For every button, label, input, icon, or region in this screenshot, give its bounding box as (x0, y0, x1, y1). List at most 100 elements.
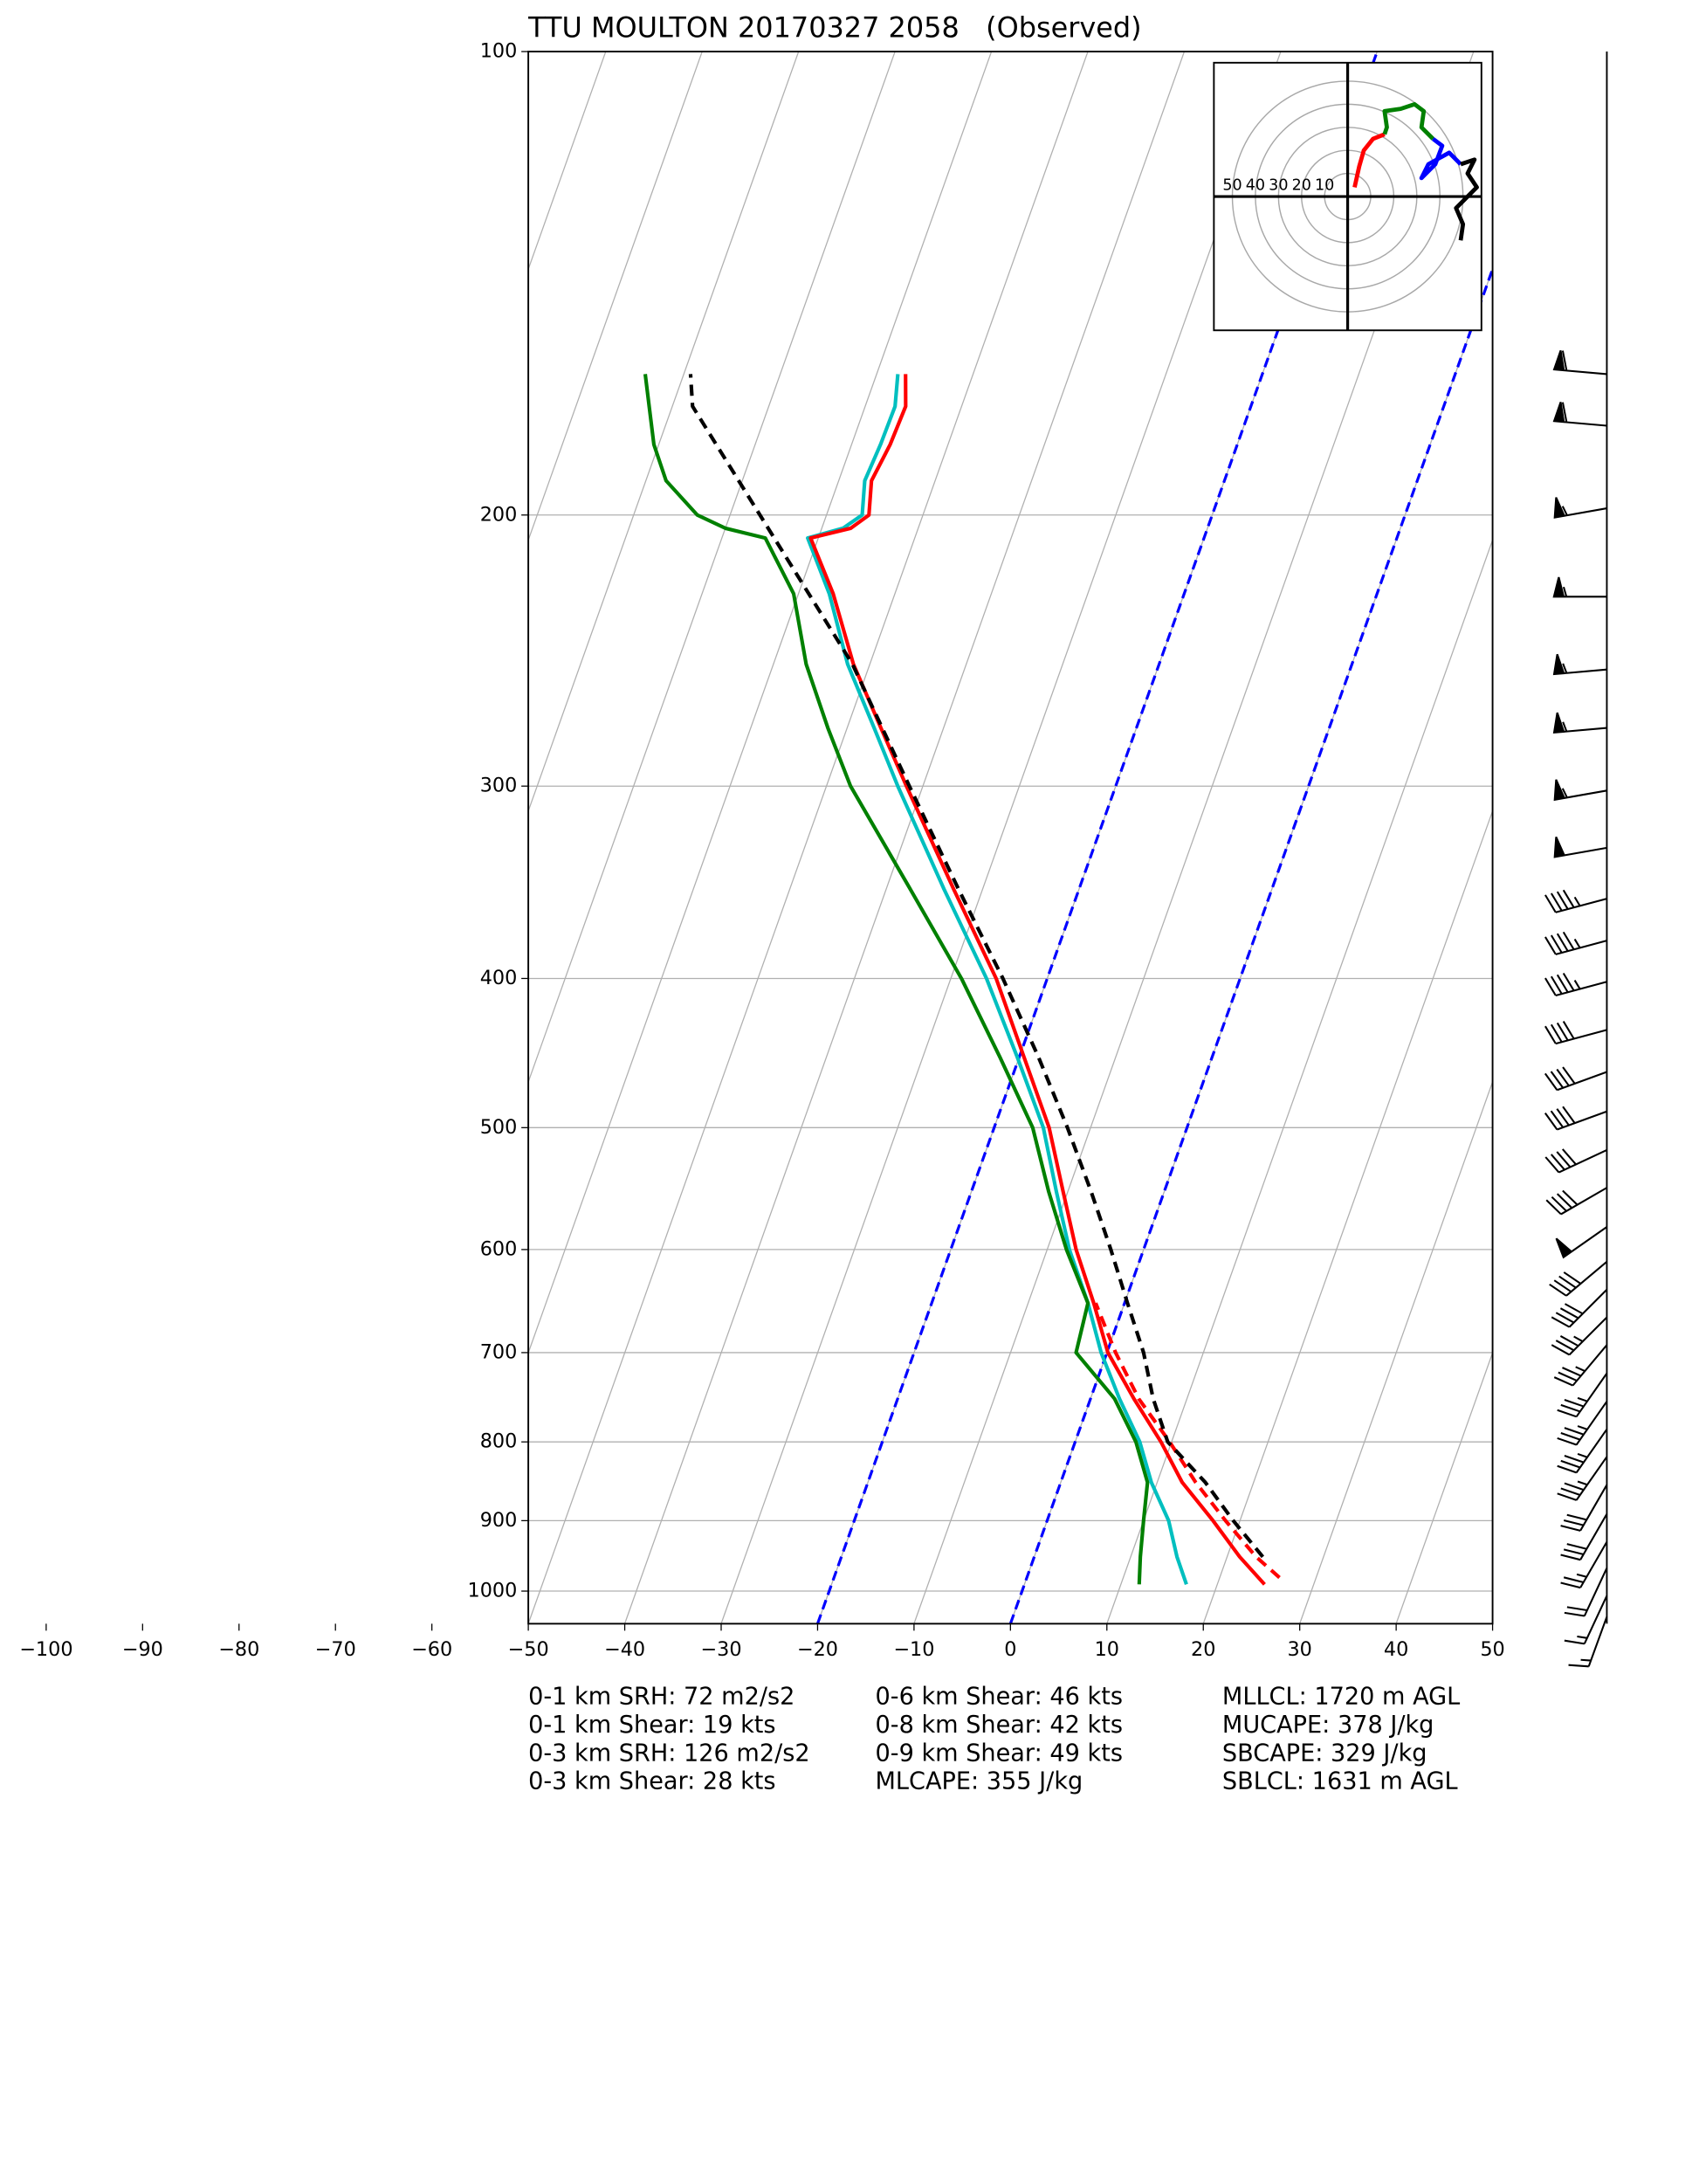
annotation: 0-9 km Shear: 49 kts (876, 1740, 1123, 1767)
wind-barb (1560, 1513, 1608, 1561)
profile-line (806, 374, 1188, 1586)
isotherm-grid-line (528, 52, 1089, 1624)
wind-barb (1551, 1289, 1608, 1328)
x-tick-label: −40 (604, 1638, 645, 1661)
x-tick-label: 0 (1004, 1638, 1016, 1661)
x-tick-label: −20 (797, 1638, 838, 1661)
hodograph-area (1214, 62, 1482, 331)
isotherm-grid-line (1299, 1080, 1493, 1624)
isotherm-grid-line (623, 52, 1186, 1624)
annotation: 0-1 km SRH: 72 m2/s2 (528, 1683, 794, 1710)
hodograph-line (1454, 157, 1479, 241)
hodograph-ring-label: 20 (1292, 176, 1311, 194)
y-tick-label: 800 (480, 1430, 518, 1453)
y-tick-label: 100 (480, 40, 518, 63)
wind-barb (1544, 1106, 1607, 1131)
wind-barb (1549, 1261, 1608, 1297)
isotherm-grid-line (1202, 809, 1493, 1624)
wind-barb (1544, 931, 1607, 955)
x-tick-label: 10 (1095, 1638, 1119, 1661)
wind-barb (1560, 1541, 1608, 1589)
profile-line (808, 374, 1266, 1586)
wind-barb (1564, 1595, 1608, 1645)
wind-barb (1557, 1429, 1608, 1474)
wind-barb (1544, 1066, 1607, 1092)
profile-line (688, 374, 1264, 1559)
x-tick-label: −100 (19, 1638, 72, 1661)
highlight-isotherm (815, 52, 1379, 1624)
isotherm-grid-line (1106, 538, 1493, 1624)
wind-barb (1552, 576, 1607, 598)
y-tick-label: 300 (480, 775, 518, 797)
wind-barb (1551, 1316, 1608, 1356)
hodograph-frame (1213, 61, 1482, 332)
y-tick-label: 500 (480, 1116, 518, 1139)
wind-barb (1544, 1021, 1607, 1045)
chart-title: TTU MOULTON 20170327 2058 (Observed) (527, 11, 1141, 45)
wind-barb (1553, 836, 1607, 858)
axes: −100 −90 −80 −70 −60 −50 −40 −30 −20 −10 0 10 20 30 40… (19, 40, 1608, 1795)
x-tick-label: 40 (1384, 1638, 1408, 1661)
wind-barb (1552, 653, 1607, 676)
plot-area (528, 52, 1493, 1624)
wind-barb (1544, 972, 1607, 996)
wind-barb (1544, 1148, 1607, 1174)
isotherm-grid-line (528, 52, 896, 1084)
annotation: MLLCL: 1720 m AGL (1222, 1683, 1460, 1710)
x-tick-label: −10 (893, 1638, 934, 1661)
profile-line (1094, 1302, 1281, 1580)
wind-barb (1544, 889, 1607, 913)
isotherm-grid-line (528, 52, 800, 813)
hodograph-ring-label: 30 (1269, 176, 1288, 194)
y-tick-label: 600 (480, 1237, 518, 1260)
y-tick-label: 400 (480, 967, 518, 989)
x-tick-label: −60 (411, 1638, 452, 1661)
annotation: 0-3 km Shear: 28 kts (528, 1768, 775, 1795)
profile-line (643, 374, 1150, 1585)
wind-barb (1557, 1373, 1608, 1418)
annotation: SBCAPE: 329 J/kg (1222, 1740, 1427, 1767)
y-tick-label: 1000 (468, 1580, 518, 1602)
annotation: 0-6 km Shear: 46 kts (876, 1683, 1123, 1710)
y-tick-label: 700 (480, 1340, 518, 1363)
wind-barb (1553, 1344, 1608, 1387)
annotation: MLCAPE: 355 J/kg (876, 1768, 1083, 1795)
wind-barb (1557, 1401, 1608, 1446)
hodograph-line (1382, 101, 1435, 141)
x-tick-label: 50 (1480, 1638, 1504, 1661)
x-tick-label: 30 (1287, 1638, 1311, 1661)
wind-barb (1552, 712, 1607, 734)
annotation: 0-1 km Shear: 19 kts (528, 1712, 775, 1739)
wind-barb (1552, 402, 1607, 427)
y-tick-label: 200 (480, 503, 518, 526)
annotation: 0-8 km Shear: 42 kts (876, 1712, 1123, 1739)
x-tick-label: −90 (122, 1638, 163, 1661)
wind-barb (1564, 1567, 1608, 1617)
x-tick-label: −80 (218, 1638, 259, 1661)
hodograph-ring-label: 10 (1315, 176, 1334, 194)
x-tick-label: −30 (700, 1638, 741, 1661)
wind-barb (1552, 350, 1607, 375)
wind-barb (1557, 1456, 1608, 1501)
hodograph-line (1352, 132, 1386, 188)
x-tick-label: −50 (508, 1638, 549, 1661)
hodograph: 50 40 30 20 10 (1213, 61, 1482, 332)
plot-frame (527, 51, 1494, 1625)
hodograph-ring-label: 50 (1222, 176, 1242, 194)
wind-barb (1560, 1484, 1608, 1532)
annotation: SBLCL: 1631 m AGL (1222, 1768, 1458, 1795)
x-tick-label: −70 (315, 1638, 356, 1661)
isotherm-grid-line (528, 52, 993, 1355)
hodograph-ring-label: 40 (1246, 176, 1265, 194)
x-tick-label: 20 (1191, 1638, 1215, 1661)
isotherm-grid-line (1395, 1351, 1493, 1624)
y-tick-label: 900 (480, 1509, 518, 1532)
wind-barb (1553, 497, 1607, 519)
annotation: 0-3 km SRH: 126 m2/s2 (528, 1740, 810, 1767)
wind-barb (1555, 1226, 1608, 1259)
wind-barb (1545, 1187, 1607, 1216)
wind-barb (1568, 1616, 1608, 1668)
isotherm-grid-line (720, 52, 1282, 1624)
